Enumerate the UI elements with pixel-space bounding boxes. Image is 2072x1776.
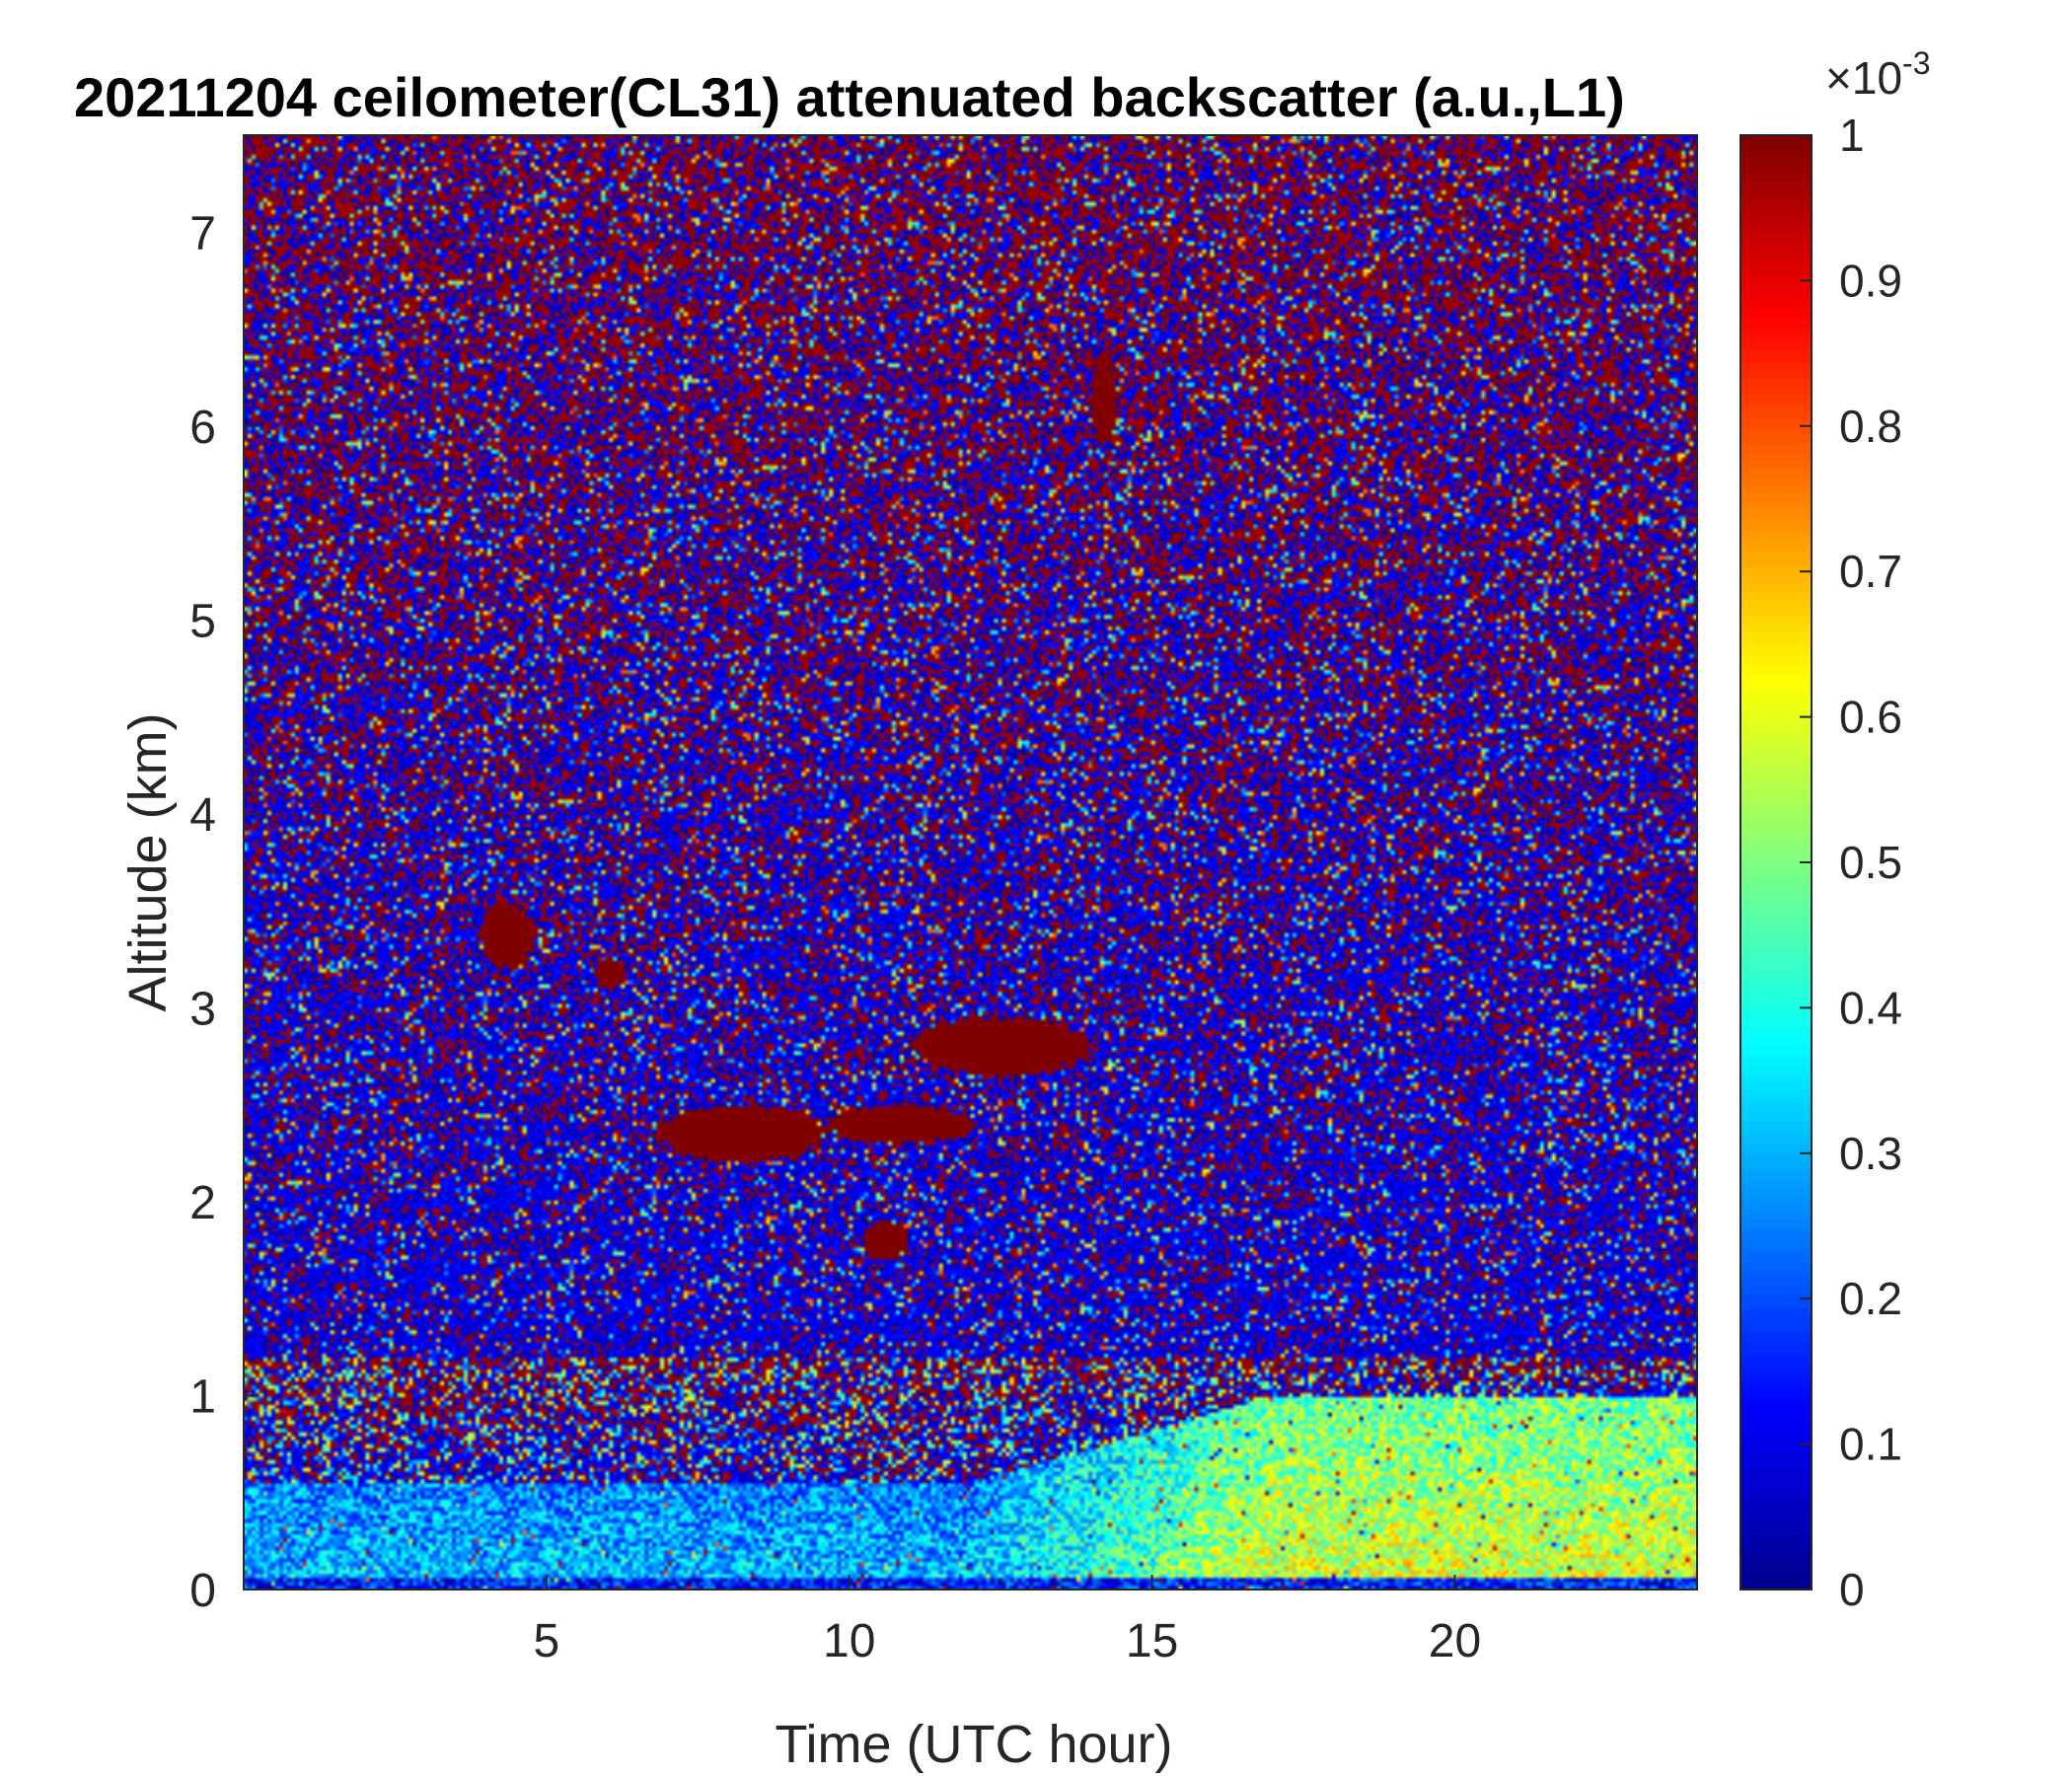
colorbar-exponent: ×10-3 bbox=[1825, 45, 1930, 104]
chart-title: 20211204 ceilometer(CL31) attenuated bac… bbox=[74, 66, 1625, 128]
x-tick-label: 20 bbox=[1429, 1615, 1481, 1667]
y-tick-label: 6 bbox=[189, 402, 216, 454]
x-axis: 5 10 15 20 bbox=[534, 1575, 1481, 1667]
y-axis-label: Altitude (km) bbox=[118, 712, 178, 1011]
colorbar-axis: 0 0.1 0.2 0.3 0.4 0.5 0.6 0.7 0.8 0.9 1 bbox=[1800, 110, 1902, 1615]
x-tick-label: 15 bbox=[1126, 1615, 1178, 1667]
x-tick-label: 10 bbox=[823, 1615, 875, 1667]
plot-frame bbox=[243, 134, 1698, 1591]
y-tick-label: 0 bbox=[189, 1565, 216, 1617]
y-axis: 0 1 2 3 4 5 6 7 bbox=[189, 207, 259, 1617]
heatmap-area bbox=[244, 135, 1697, 1590]
colorbar-tick-label: 0.6 bbox=[1839, 692, 1902, 743]
colorbar-tick-label: 0.7 bbox=[1839, 546, 1902, 597]
colorbar-tick-label: 0.1 bbox=[1839, 1419, 1902, 1470]
y-tick-label: 3 bbox=[189, 983, 216, 1035]
colorbar-tick-label: 1 bbox=[1839, 110, 1865, 161]
backscatter-heatmap bbox=[244, 135, 1697, 1590]
colorbar-tick-label: 0.5 bbox=[1839, 837, 1902, 888]
colorbar-exponent-base: ×10 bbox=[1825, 52, 1902, 104]
colorbar-tick-label: 0 bbox=[1839, 1564, 1865, 1615]
y-tick-label: 5 bbox=[189, 595, 216, 647]
y-tick-label: 7 bbox=[189, 207, 216, 259]
x-tick-label: 5 bbox=[534, 1615, 560, 1667]
colorbar-tick-label: 0.8 bbox=[1839, 401, 1902, 452]
y-tick-label: 4 bbox=[189, 789, 216, 842]
x-axis-label: Time (UTC hour) bbox=[775, 1715, 1172, 1774]
y-tick-label: 2 bbox=[189, 1177, 216, 1229]
colorbar-tick-label: 0.4 bbox=[1839, 982, 1902, 1033]
y-tick-label: 1 bbox=[189, 1370, 216, 1423]
colorbar-tick-label: 0.3 bbox=[1839, 1128, 1902, 1179]
colorbar-tick-label: 0.2 bbox=[1839, 1273, 1902, 1324]
colorbar-exponent-power: -3 bbox=[1902, 45, 1930, 81]
colorbar-tick-label: 0.9 bbox=[1839, 255, 1902, 306]
